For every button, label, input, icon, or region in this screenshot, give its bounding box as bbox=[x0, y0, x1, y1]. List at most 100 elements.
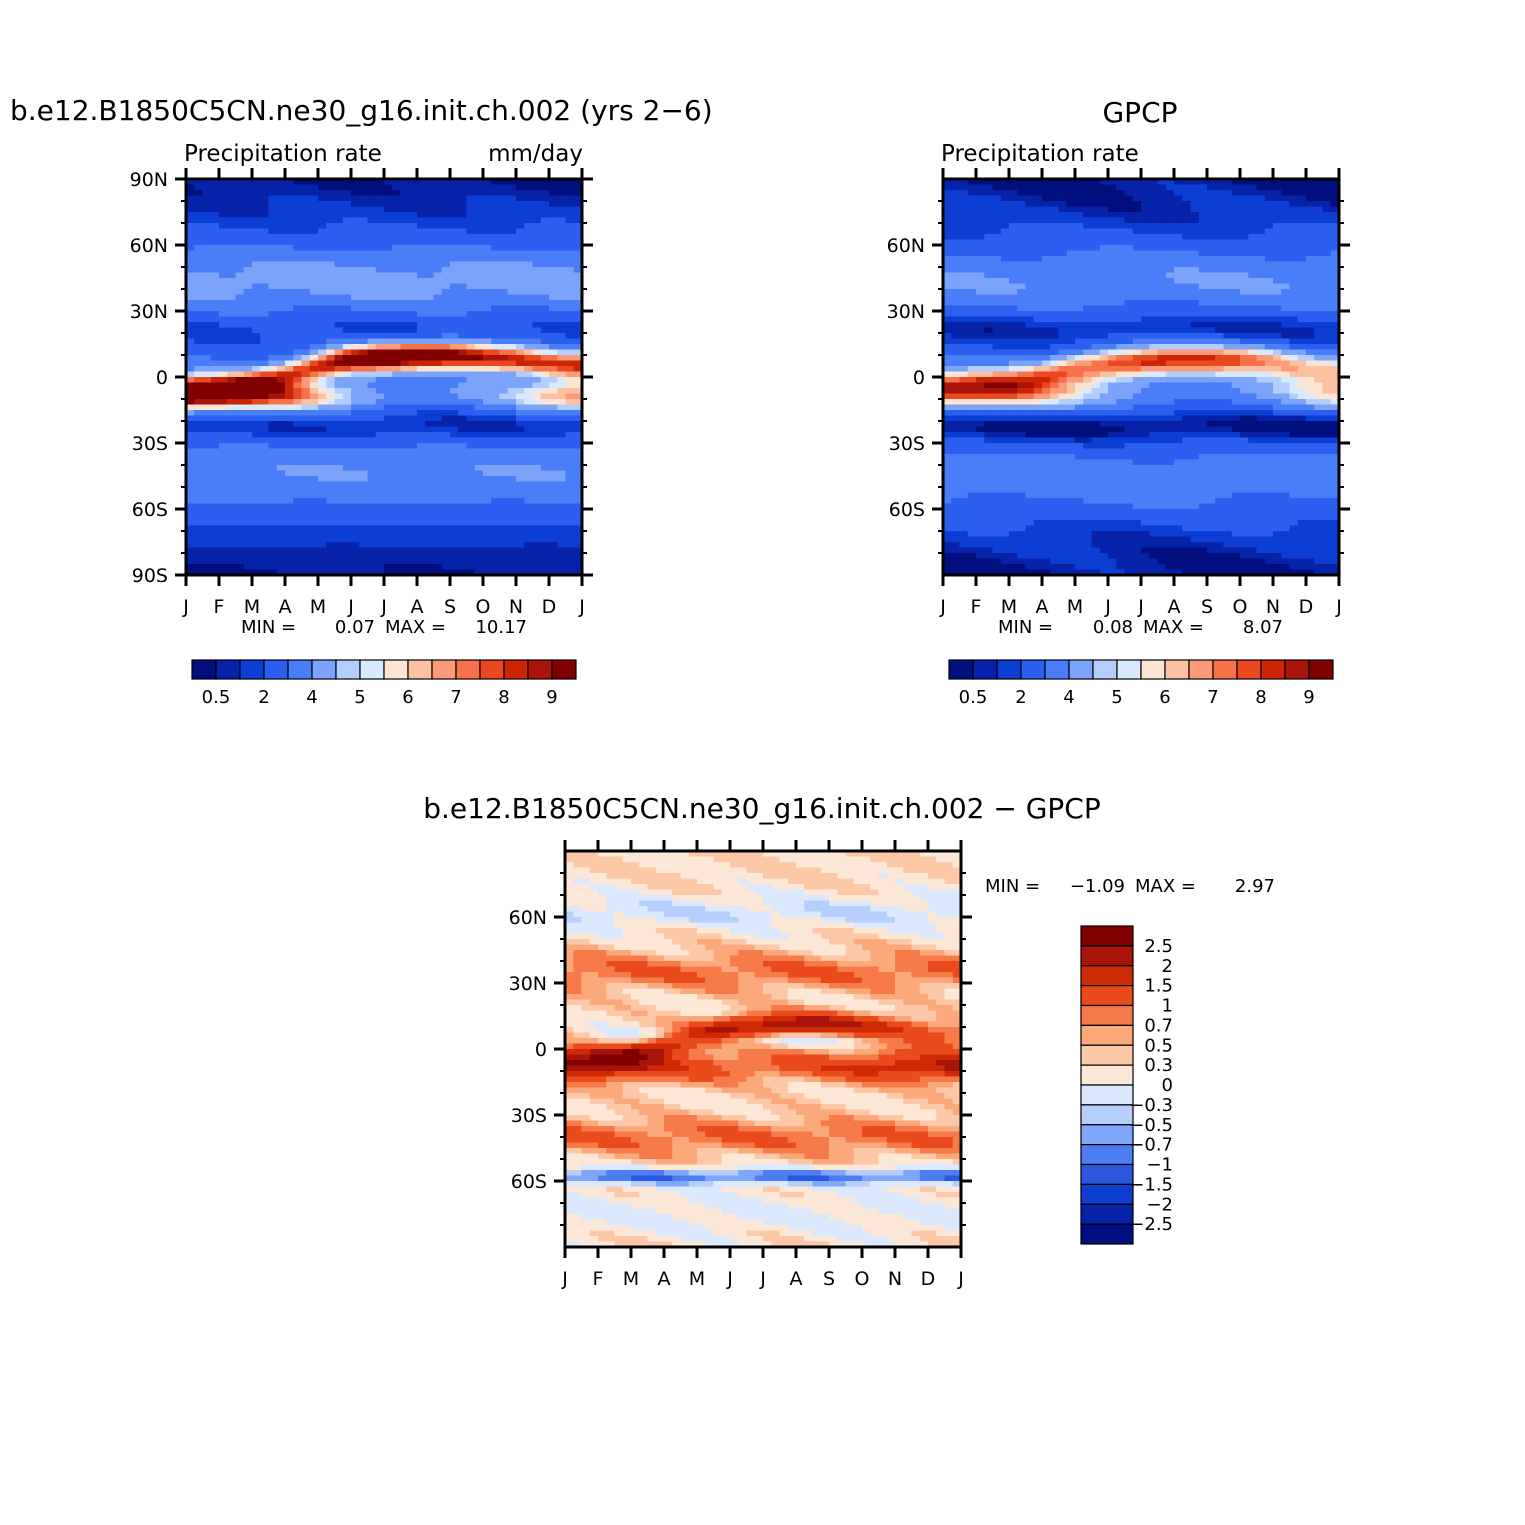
model-heatmap-cell bbox=[285, 278, 294, 285]
model-heatmap-cell bbox=[309, 509, 319, 516]
obs-heatmap-cell bbox=[1198, 300, 1208, 307]
model-heatmap-cell bbox=[532, 448, 542, 455]
model-heatmap-cell bbox=[268, 514, 278, 521]
model-heatmap-cell bbox=[458, 179, 468, 186]
obs-heatmap-cell bbox=[1248, 256, 1258, 263]
model-heatmap-cell bbox=[540, 536, 550, 543]
model-heatmap-cell bbox=[565, 437, 575, 444]
model-heatmap-cell bbox=[334, 360, 344, 367]
obs-heatmap-cell bbox=[1182, 261, 1192, 268]
obs-heatmap-cell bbox=[1281, 256, 1291, 263]
obs-heatmap-cell bbox=[967, 184, 977, 191]
model-heatmap-cell bbox=[540, 470, 550, 477]
model-heatmap-cell bbox=[417, 454, 426, 461]
model-heatmap-cell bbox=[408, 300, 418, 307]
model-heatmap-cell bbox=[285, 481, 294, 488]
obs-heatmap-cell bbox=[976, 322, 985, 329]
model-heatmap-cell bbox=[194, 344, 204, 351]
model-heatmap-cell bbox=[491, 289, 501, 296]
model-heatmap-cell bbox=[425, 190, 435, 197]
model-heatmap-cell bbox=[202, 503, 212, 510]
model-heatmap-cell bbox=[359, 459, 369, 466]
obs-heatmap-cell bbox=[1289, 239, 1299, 246]
obs-heatmap-cell bbox=[1322, 333, 1332, 340]
model-heatmap-cell bbox=[499, 195, 509, 202]
obs-heatmap-cell bbox=[1124, 190, 1134, 197]
model-heatmap-cell bbox=[227, 355, 237, 362]
model-heatmap-cell bbox=[235, 470, 245, 477]
model-heatmap-cell bbox=[367, 206, 377, 213]
model-heatmap-cell bbox=[392, 322, 402, 329]
model-heatmap-cell bbox=[466, 536, 476, 543]
model-colorbar-label: 7 bbox=[450, 687, 461, 708]
model-heatmap-cell bbox=[433, 443, 443, 450]
model-heatmap-cell bbox=[433, 531, 443, 538]
model-heatmap-cell bbox=[458, 487, 468, 494]
model-heatmap-cell bbox=[194, 327, 204, 334]
model-heatmap-cell bbox=[408, 344, 418, 351]
model-heatmap-cell bbox=[334, 536, 344, 543]
model-heatmap-cell bbox=[186, 184, 195, 191]
model-heatmap-cell bbox=[260, 250, 270, 257]
model-heatmap-cell bbox=[334, 547, 344, 554]
model-heatmap-cell bbox=[359, 388, 369, 395]
model-heatmap-cell bbox=[400, 520, 410, 527]
model-heatmap-cell bbox=[524, 437, 534, 444]
model-heatmap-cell bbox=[293, 190, 303, 197]
obs-heatmap-cell bbox=[1066, 223, 1076, 230]
model-heatmap-cell bbox=[210, 558, 220, 565]
model-heatmap-cell bbox=[400, 399, 410, 406]
model-heatmap-cell bbox=[375, 371, 385, 378]
model-heatmap-cell bbox=[285, 509, 294, 516]
model-heatmap-cell bbox=[408, 256, 418, 263]
model-heatmap-cell bbox=[499, 432, 509, 439]
obs-heatmap-cell bbox=[1182, 223, 1192, 230]
model-heatmap-cell bbox=[450, 206, 459, 213]
obs-heatmap-cell bbox=[1157, 179, 1167, 186]
model-heatmap-cell bbox=[499, 278, 509, 285]
obs-heatmap-cell bbox=[1116, 267, 1126, 274]
obs-heatmap-cell bbox=[1075, 316, 1084, 323]
obs-heatmap-cell bbox=[1083, 228, 1093, 235]
obs-heatmap-cell bbox=[1198, 245, 1208, 252]
model-heatmap-cell bbox=[532, 184, 542, 191]
obs-heatmap-cell bbox=[1108, 261, 1117, 268]
model-heatmap-cell bbox=[425, 294, 435, 301]
model-heatmap-cell bbox=[227, 333, 237, 340]
model-heatmap-cell bbox=[516, 509, 525, 516]
obs-heatmap-cell bbox=[976, 278, 985, 285]
obs-heatmap-cell bbox=[1207, 201, 1216, 208]
model-heatmap-cell bbox=[573, 382, 583, 389]
obs-heatmap-cell bbox=[1099, 179, 1109, 186]
obs-heatmap-cell bbox=[1264, 283, 1274, 290]
model-heatmap-cell bbox=[268, 360, 278, 367]
model-heatmap-cell bbox=[318, 338, 327, 345]
model-heatmap-cell bbox=[219, 305, 228, 312]
obs-heatmap-cell bbox=[992, 239, 1002, 246]
obs-heatmap-cell bbox=[1306, 212, 1315, 219]
obs-heatmap-cell bbox=[984, 234, 994, 241]
model-heatmap-cell bbox=[433, 311, 443, 318]
obs-heatmap-cell bbox=[1256, 234, 1266, 241]
model-heatmap-cell bbox=[186, 311, 195, 318]
model-heatmap-cell bbox=[557, 415, 567, 422]
obs-heatmap-cell bbox=[1165, 206, 1175, 213]
obs-heatmap-cell bbox=[1141, 333, 1150, 340]
model-heatmap-cell bbox=[524, 338, 534, 345]
model-heatmap-cell bbox=[565, 239, 575, 246]
model-heatmap-cell bbox=[433, 542, 443, 549]
model-heatmap-cell bbox=[474, 212, 484, 219]
model-heatmap-cell bbox=[392, 443, 402, 450]
model-heatmap-cell bbox=[260, 201, 270, 208]
model-heatmap-cell bbox=[367, 212, 377, 219]
model-heatmap-cell bbox=[458, 195, 468, 202]
model-heatmap-cell bbox=[210, 250, 220, 257]
model-heatmap-cell bbox=[260, 498, 270, 505]
model-heatmap-cell bbox=[342, 179, 352, 186]
obs-heatmap-cell bbox=[1306, 239, 1315, 246]
model-heatmap-cell bbox=[408, 278, 418, 285]
model-heatmap-cell bbox=[466, 454, 476, 461]
model-heatmap-cell bbox=[392, 201, 402, 208]
obs-heatmap-cell bbox=[1322, 179, 1332, 186]
model-heatmap-cell bbox=[293, 239, 303, 246]
